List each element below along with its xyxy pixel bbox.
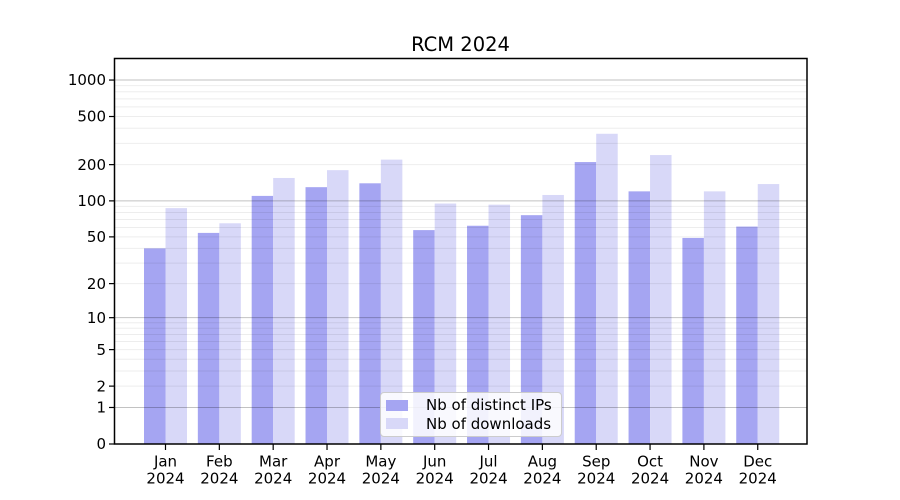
bar-downloads-jan	[165, 208, 187, 444]
bar-downloads-dec	[757, 184, 780, 444]
y-tick-label: 500	[77, 108, 106, 126]
y-tick-label: 5	[96, 341, 106, 359]
chart-title: RCM 2024	[411, 33, 510, 56]
bar-downloads-feb	[219, 223, 241, 444]
x-tick-label: May 2024	[362, 453, 400, 488]
bar-downloads-jun	[434, 203, 457, 444]
bar-distinct-ips-mar	[251, 195, 274, 444]
bar-downloads-jul	[488, 204, 511, 444]
bar-downloads-sep	[596, 133, 618, 444]
bar-downloads-oct	[650, 155, 672, 444]
y-tick-label: 50	[87, 228, 106, 246]
bar-distinct-ips-may	[359, 183, 381, 444]
legend-item-downloads: Nb of downloads	[386, 415, 552, 434]
legend: Nb of distinct IPs Nb of downloads	[380, 392, 562, 437]
x-tick-label: Feb 2024	[200, 453, 238, 488]
bar-distinct-ips-dec	[736, 226, 758, 444]
bar-distinct-ips-jul	[467, 225, 489, 444]
bar-distinct-ips-jan	[144, 248, 166, 444]
bar-distinct-ips-feb	[197, 232, 220, 444]
y-tick-label: 2	[96, 377, 106, 395]
x-tick-label: Sep 2024	[577, 453, 615, 488]
x-tick-label: Aug 2024	[523, 453, 561, 488]
y-tick-label: 1	[96, 399, 106, 417]
y-tick-label: 1000	[68, 71, 106, 89]
legend-swatch-downloads-icon	[386, 418, 408, 430]
x-tick-label: Nov 2024	[685, 453, 723, 488]
x-tick-label: Jul 2024	[469, 453, 507, 488]
y-tick-label: 100	[77, 192, 106, 210]
bar-downloads-apr	[327, 170, 349, 444]
bar-downloads-nov	[703, 191, 726, 444]
legend-item-distinct-ips: Nb of distinct IPs	[386, 396, 552, 415]
y-tick-label: 10	[87, 309, 106, 327]
bar-downloads-may	[380, 159, 403, 444]
bar-distinct-ips-aug	[520, 215, 543, 444]
y-tick-label: 20	[87, 275, 106, 293]
legend-swatch-distinct-ips-icon	[386, 399, 408, 411]
y-tick-label: 200	[77, 156, 106, 174]
bar-downloads-aug	[542, 194, 564, 444]
x-tick-label: Jan 2024	[146, 453, 184, 488]
y-tick-label: 0	[96, 435, 106, 453]
x-tick-label: Oct 2024	[631, 453, 669, 488]
bar-distinct-ips-apr	[305, 187, 328, 444]
legend-label-distinct-ips: Nb of distinct IPs	[426, 396, 552, 415]
x-tick-label: Mar 2024	[254, 453, 292, 488]
bar-distinct-ips-sep	[574, 162, 597, 444]
plot-border	[113, 57, 808, 445]
x-tick-label: Dec 2024	[739, 453, 777, 488]
bar-distinct-ips-nov	[682, 237, 704, 444]
x-tick-label: Jun 2024	[416, 453, 454, 488]
x-tick-label: Apr 2024	[308, 453, 346, 488]
bar-distinct-ips-oct	[628, 191, 651, 444]
bar-distinct-ips-jun	[413, 230, 435, 444]
legend-label-downloads: Nb of downloads	[426, 414, 552, 433]
bar-downloads-mar	[273, 177, 295, 444]
